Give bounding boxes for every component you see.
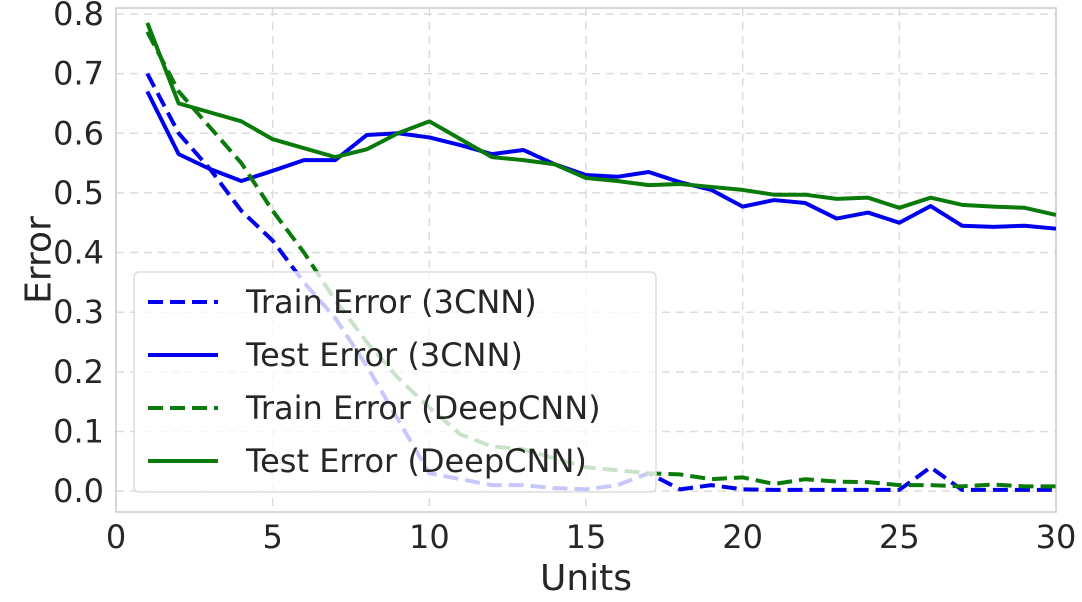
x-tick-label: 20: [722, 518, 763, 556]
y-tick-label: 0.2: [53, 353, 104, 391]
legend-label: Test Error (DeepCNN): [245, 442, 587, 480]
series-line-3: [145, 22, 1057, 217]
legend-label: Train Error (3CNN): [245, 283, 537, 321]
x-tick-label: 5: [262, 518, 282, 556]
legend-label: Train Error (DeepCNN): [245, 389, 601, 427]
x-tick-label: 0: [106, 518, 126, 556]
legend-box: [133, 271, 657, 493]
plot-frame: [115, 7, 1057, 513]
x-tick-label: 10: [409, 518, 450, 556]
y-tick-label: 0.0: [53, 472, 104, 510]
legend: Train Error (3CNN) Test Error (3CNN) Train…: [133, 271, 657, 493]
x-tick-label: 25: [879, 518, 920, 556]
x-axis-label: Units: [540, 558, 632, 599]
y-axis-label: Error: [19, 216, 60, 304]
y-tick-label: 0.4: [53, 234, 104, 272]
y-tick-label: 0.3: [53, 293, 104, 331]
y-tick-label: 0.5: [53, 174, 104, 212]
legend-label: Test Error (3CNN): [245, 336, 523, 374]
y-tick-label: 0.8: [53, 0, 104, 33]
x-tick-label: 30: [1036, 518, 1077, 556]
y-tick-label: 0.6: [53, 114, 104, 152]
x-tick-label: 15: [566, 518, 607, 556]
series-line-1: [145, 90, 1057, 231]
y-tick-label: 0.1: [53, 412, 104, 450]
tick-labels: 0 5 10 15 20 25 30 0.0 0.1 0.2 0.3 0.4 0.5 0.6 0.7 0.8: [53, 0, 1076, 556]
y-tick-label: 0.7: [53, 55, 104, 93]
